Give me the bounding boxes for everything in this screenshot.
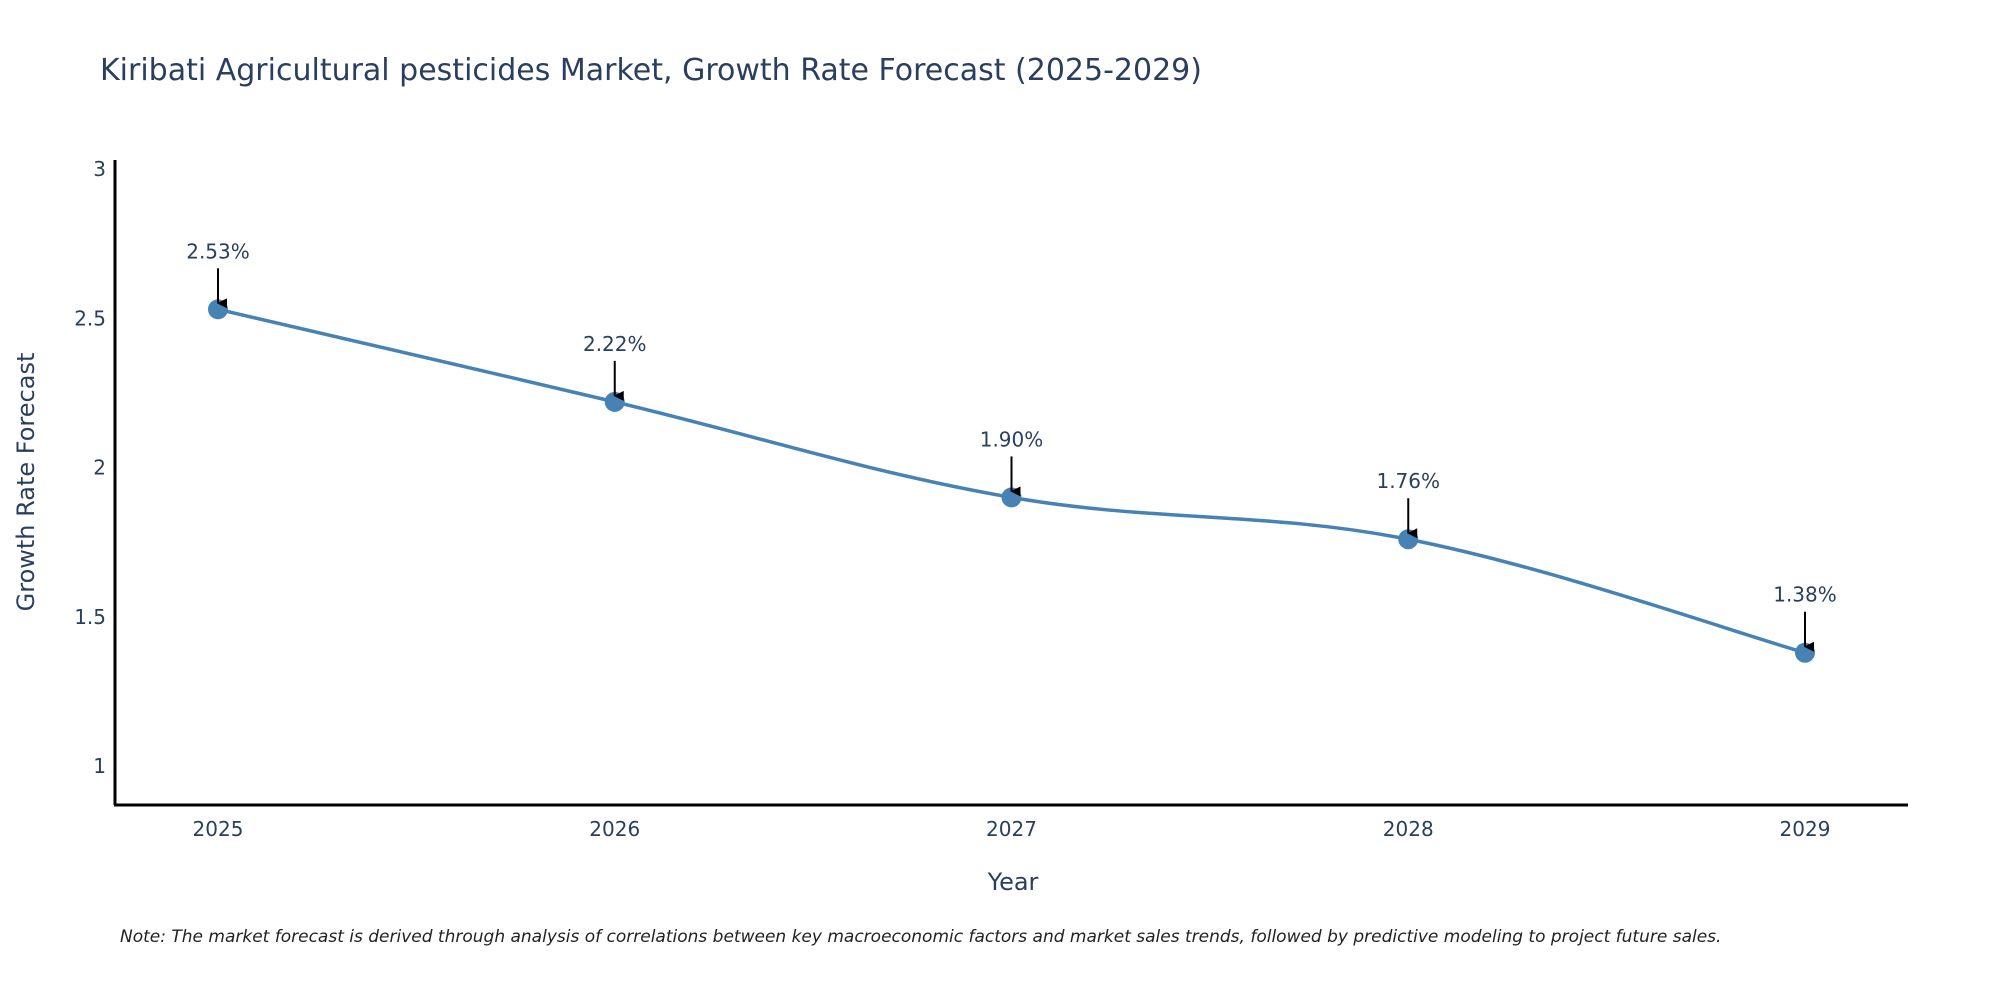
x-tick-label: 2025: [193, 817, 244, 841]
data-label: 1.76%: [1376, 469, 1440, 493]
x-axis-ticks: 2025 2026 2027 2028 2029: [193, 817, 1831, 841]
y-tick-label: 2.5: [74, 306, 106, 330]
y-tick-label: 2: [93, 456, 106, 480]
data-annotations: 2.53% 2.22% 1.90% 1.76% 1.38%: [186, 239, 1837, 652]
x-tick-label: 2029: [1780, 817, 1831, 841]
y-tick-label: 1.5: [74, 605, 106, 629]
y-axis-title: Growth Rate Forecast: [12, 353, 40, 612]
y-tick-label: 1: [93, 754, 106, 778]
data-label: 1.90%: [980, 427, 1044, 451]
data-label: 2.22%: [583, 332, 647, 356]
y-tick-label: 3: [93, 157, 106, 181]
x-tick-label: 2028: [1383, 817, 1434, 841]
x-tick-label: 2026: [589, 817, 640, 841]
data-label: 2.53%: [186, 239, 250, 263]
chart-title: Kiribati Agricultural pesticides Market,…: [100, 53, 1202, 88]
x-axis-title: Year: [987, 868, 1039, 896]
y-axis-ticks: 1 1.5 2 2.5 3: [74, 157, 106, 778]
data-label: 1.38%: [1773, 583, 1837, 607]
chart-note: Note: The market forecast is derived thr…: [120, 927, 1721, 947]
x-tick-label: 2027: [986, 817, 1037, 841]
